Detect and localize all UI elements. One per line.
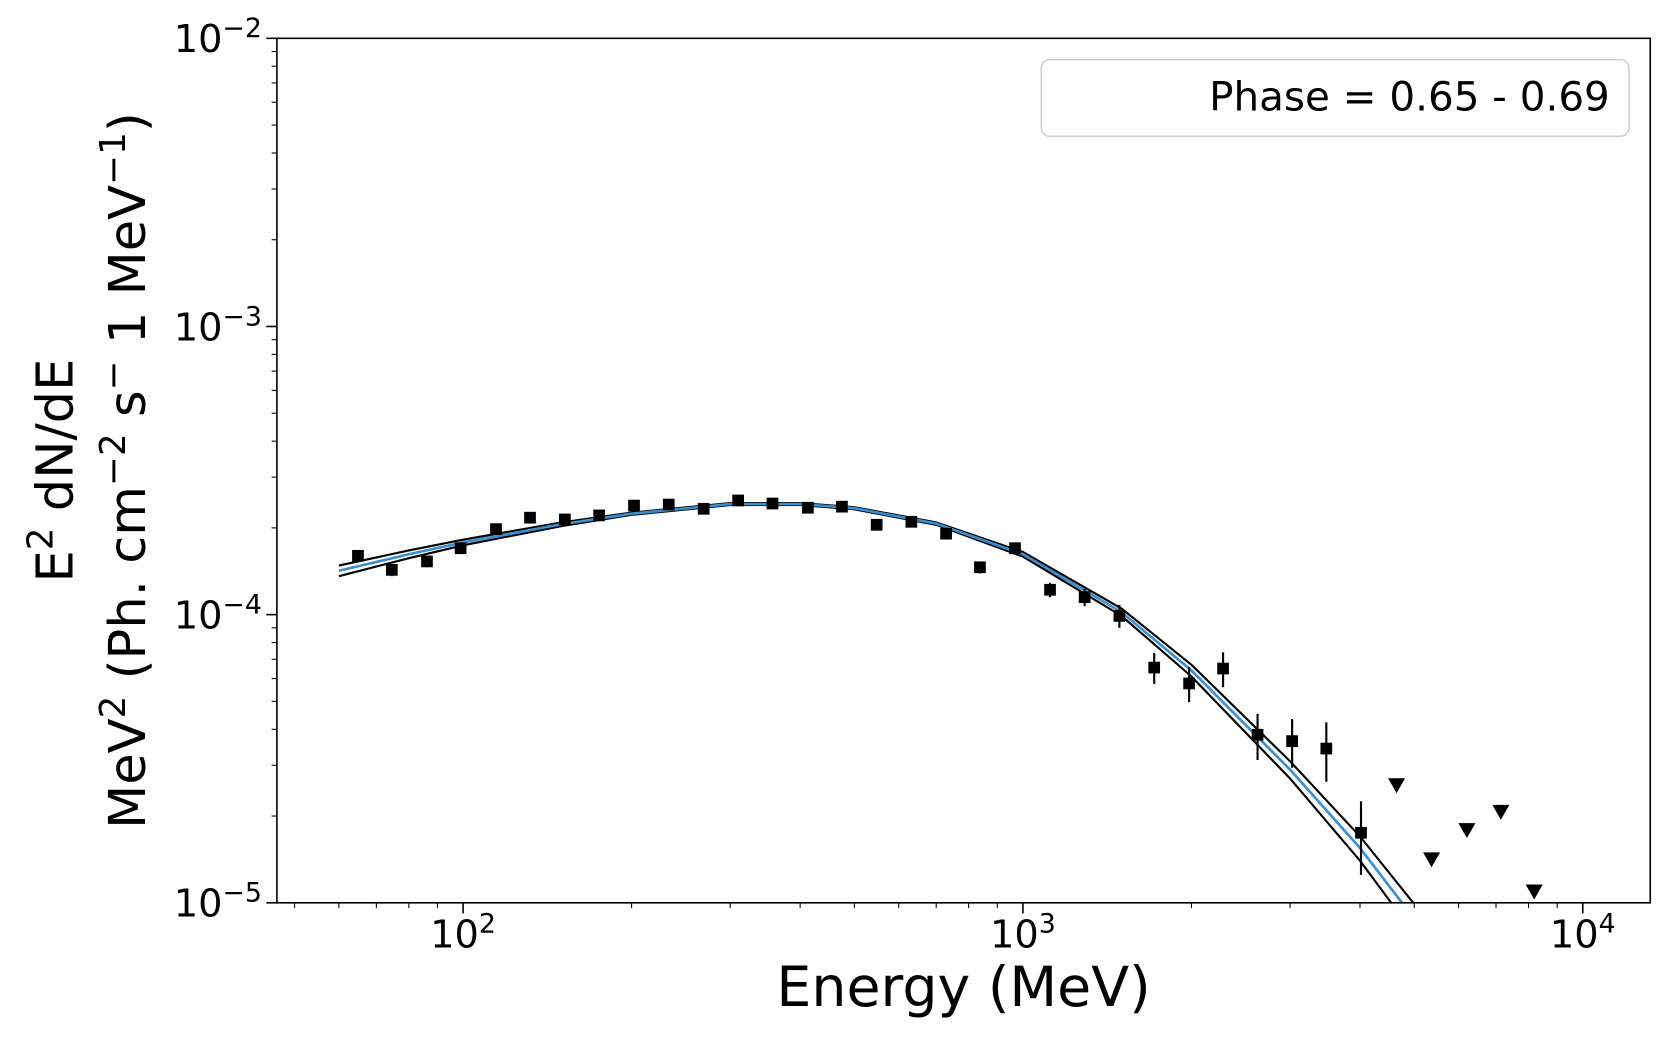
data-point [1251,728,1264,741]
superscript: − [92,360,133,390]
model-line [338,502,1404,903]
data-point [732,494,745,507]
y-tick-label: 10−2 [174,13,262,63]
text-part: (Ph. cm [99,486,158,696]
y-axis-label: E2 dN/dE [20,359,85,583]
superscript: 4 [1599,908,1616,939]
data-point [940,527,952,540]
upper-limit [1492,804,1510,820]
superscript: −1 [92,132,133,185]
data-point [593,509,605,522]
data-point [1044,583,1056,596]
axes-frame [276,37,1652,904]
data-point [385,564,398,576]
superscript: −4 [222,589,262,620]
superscript: 2 [92,696,133,719]
x-tick-label: 103 [990,908,1056,958]
data-point [1148,661,1161,674]
plot-area [338,494,1543,903]
y-axis-label: MeV2 (Ph. cm−2 s− 1 MeV−1) [92,112,157,829]
data-point [1286,735,1298,747]
y-tick-label: 10−5 [174,877,262,927]
superscript: −2 [92,433,133,486]
data-point [1078,591,1091,604]
y-tick-label: 10−4 [174,589,262,639]
superscript: −2 [222,13,262,44]
legend-box [1040,58,1630,138]
x-tick-label: 104 [1550,908,1616,958]
text-part: s [99,390,158,433]
data-point [421,555,433,568]
data-point [802,501,814,514]
data-point [524,511,536,524]
text-part: 10 [174,882,223,927]
model-band-upper [338,501,1415,903]
data-point [870,518,883,531]
data-point [559,513,571,526]
text-part: dN/dE [26,359,85,528]
upper-limit [1423,852,1441,868]
upper-limit [1458,823,1476,839]
data-point [697,502,710,515]
y-tick-label: 10−3 [174,301,262,351]
text-part: 10 [430,913,479,958]
data-point [1217,662,1229,675]
data-point [836,500,848,513]
superscript: 2 [479,908,496,939]
data-point [1113,610,1126,622]
data-point [352,549,364,562]
data-point [1183,677,1195,690]
data-point [905,515,918,528]
superscript: 2 [20,527,61,550]
data-point [490,523,502,536]
text-part: 10 [174,593,223,638]
data-point [1320,742,1333,755]
data-point [628,499,640,512]
upper-limit [1388,778,1406,794]
model-band-lower [338,504,1393,903]
superscript: −5 [222,877,262,908]
x-axis-label: Energy (MeV) [776,956,1150,1020]
legend-text: Phase = 0.65 - 0.69 [1209,73,1610,121]
data-point [1355,826,1367,839]
text-part: 10 [1550,913,1599,958]
x-tick-label: 102 [430,908,496,958]
data-point [662,498,675,511]
text-part: 10 [990,913,1039,958]
text-part: ) [99,112,158,132]
data-point [766,497,779,510]
text-part: 1 MeV [99,185,158,361]
superscript: 3 [1039,908,1056,939]
text-part: E [26,550,85,582]
data-point [974,561,986,574]
text-part: MeV [99,718,158,829]
data-point [454,542,467,555]
superscript: −3 [222,301,262,332]
text-part: 10 [174,305,223,350]
text-part: 10 [174,17,223,62]
data-point [1009,542,1021,555]
upper-limit [1525,884,1543,900]
